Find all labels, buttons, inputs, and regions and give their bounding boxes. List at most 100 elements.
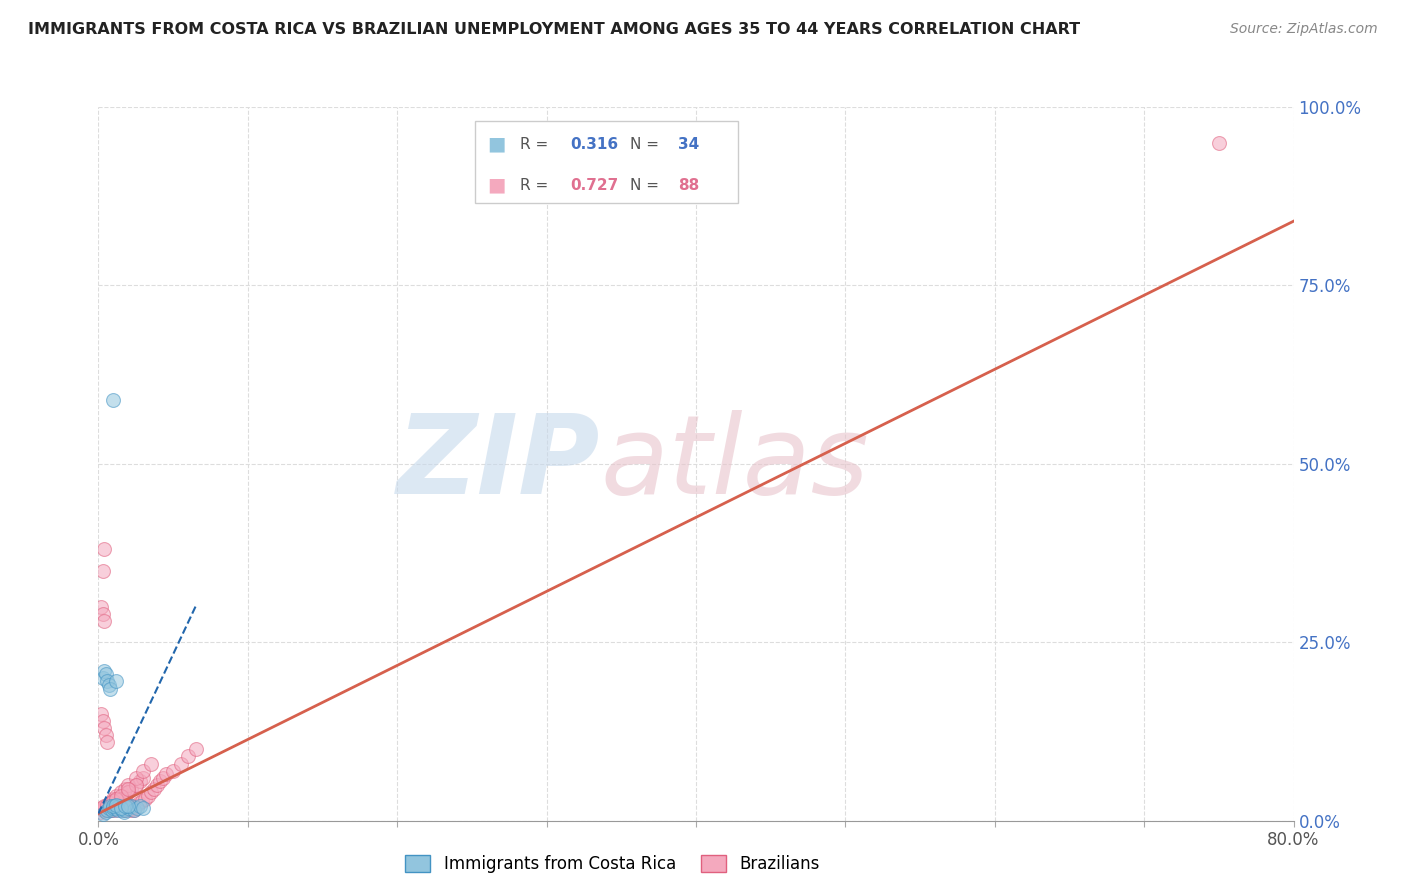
Point bbox=[149, 774, 172, 789]
Point bbox=[117, 781, 139, 796]
Point bbox=[110, 792, 132, 806]
Point bbox=[177, 749, 200, 764]
Point bbox=[93, 801, 115, 815]
Point bbox=[96, 803, 118, 817]
Point bbox=[93, 614, 115, 628]
Point bbox=[128, 796, 150, 810]
Point bbox=[117, 785, 139, 799]
Point bbox=[111, 799, 134, 814]
Point bbox=[129, 799, 152, 814]
Point bbox=[107, 799, 129, 814]
Point bbox=[93, 664, 115, 678]
Point bbox=[103, 801, 125, 815]
Point bbox=[100, 681, 122, 696]
Point bbox=[155, 767, 177, 781]
Point bbox=[184, 742, 207, 756]
Point bbox=[114, 803, 136, 817]
Point bbox=[136, 789, 159, 803]
Point bbox=[134, 792, 156, 806]
Point bbox=[103, 799, 125, 814]
Point bbox=[132, 764, 155, 778]
Point bbox=[108, 801, 131, 815]
Point bbox=[105, 797, 128, 812]
Point bbox=[129, 774, 152, 789]
Point bbox=[118, 803, 141, 817]
Point bbox=[107, 803, 129, 817]
Point bbox=[96, 735, 118, 749]
Point bbox=[90, 706, 112, 721]
Point bbox=[103, 799, 125, 814]
Point bbox=[110, 803, 132, 817]
Point bbox=[100, 803, 122, 817]
Point bbox=[93, 721, 115, 735]
Point bbox=[124, 803, 146, 817]
Point bbox=[120, 799, 142, 814]
Point bbox=[93, 799, 115, 814]
Point bbox=[96, 801, 118, 815]
Point bbox=[91, 607, 114, 621]
Point bbox=[120, 799, 142, 814]
Point bbox=[90, 805, 112, 819]
Point bbox=[97, 799, 120, 814]
Point bbox=[91, 803, 114, 817]
Point bbox=[94, 667, 117, 681]
Text: IMMIGRANTS FROM COSTA RICA VS BRAZILIAN UNEMPLOYMENT AMONG AGES 35 TO 44 YEARS C: IMMIGRANTS FROM COSTA RICA VS BRAZILIAN … bbox=[28, 22, 1080, 37]
Point bbox=[114, 781, 136, 796]
Point bbox=[100, 799, 122, 814]
FancyBboxPatch shape bbox=[475, 121, 738, 203]
Point bbox=[96, 801, 118, 815]
Text: 0.316: 0.316 bbox=[571, 136, 619, 152]
Point bbox=[96, 797, 118, 812]
Point bbox=[115, 799, 138, 814]
Point bbox=[117, 785, 139, 799]
Point bbox=[114, 799, 136, 814]
Point bbox=[94, 803, 117, 817]
Point bbox=[114, 789, 136, 803]
Point bbox=[127, 801, 149, 815]
Point bbox=[101, 801, 124, 815]
Text: atlas: atlas bbox=[600, 410, 869, 517]
Point bbox=[139, 785, 162, 799]
Point bbox=[91, 671, 114, 685]
Point bbox=[100, 796, 122, 810]
Point bbox=[100, 803, 122, 817]
Point bbox=[104, 799, 127, 814]
Point bbox=[125, 771, 148, 785]
Point bbox=[152, 771, 174, 785]
Point bbox=[94, 728, 117, 742]
Text: Source: ZipAtlas.com: Source: ZipAtlas.com bbox=[1230, 22, 1378, 37]
Point bbox=[97, 799, 120, 814]
Point bbox=[132, 801, 155, 815]
Point bbox=[103, 794, 125, 808]
Point bbox=[94, 805, 117, 819]
Point bbox=[139, 756, 162, 771]
Point bbox=[97, 799, 120, 814]
Point bbox=[162, 764, 184, 778]
Point bbox=[124, 803, 146, 817]
Point bbox=[94, 803, 117, 817]
Point bbox=[108, 799, 131, 814]
Point bbox=[90, 599, 112, 614]
Point bbox=[100, 803, 122, 817]
Point bbox=[121, 801, 143, 815]
Point bbox=[96, 801, 118, 815]
Point bbox=[110, 785, 132, 799]
Point bbox=[97, 801, 120, 815]
Point bbox=[105, 792, 128, 806]
Point bbox=[91, 714, 114, 728]
Point bbox=[103, 392, 125, 407]
Point bbox=[103, 799, 125, 814]
Point bbox=[132, 771, 155, 785]
Point bbox=[112, 805, 135, 819]
Text: N =: N = bbox=[630, 136, 664, 152]
Point bbox=[94, 803, 117, 817]
Point bbox=[110, 789, 132, 803]
Point bbox=[110, 792, 132, 806]
Point bbox=[169, 756, 191, 771]
Point bbox=[91, 564, 114, 578]
Text: 34: 34 bbox=[678, 136, 699, 152]
Point bbox=[91, 806, 114, 821]
Point bbox=[104, 803, 127, 817]
Point bbox=[90, 801, 112, 815]
Point bbox=[114, 803, 136, 817]
